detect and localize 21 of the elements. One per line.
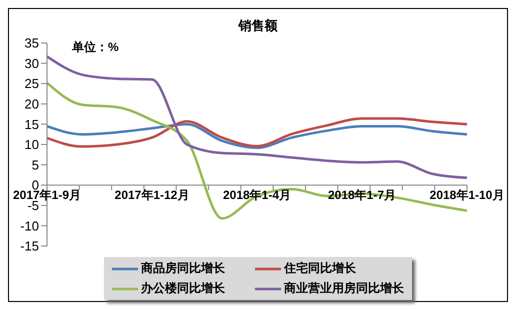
- y-tick-label: 35: [24, 36, 39, 51]
- line-series: [46, 122, 468, 149]
- line-series: [46, 117, 468, 148]
- x-tick-label: 2017年1-12月: [114, 188, 190, 202]
- y-tick-label: 30: [24, 56, 39, 71]
- y-tick-label: -5: [27, 198, 39, 214]
- y-tick-label: 5: [32, 157, 39, 172]
- legend-label: 住宅同比增长: [284, 260, 356, 277]
- y-tick-label: 20: [24, 96, 39, 112]
- y-tick-label: 25: [24, 76, 39, 92]
- annotation: 单位：%: [72, 39, 119, 56]
- chart-title: 销售额: [237, 17, 278, 35]
- legend-label: 商业营业用房同比增长: [284, 280, 404, 297]
- y-tick-label: -15: [20, 238, 39, 254]
- y-tick-label: -10: [20, 218, 39, 234]
- line-series: [46, 55, 468, 180]
- y-tick-label: 15: [24, 116, 39, 132]
- y-tick-label: 10: [24, 137, 39, 152]
- legend-label: 商品房同比增长: [141, 260, 225, 277]
- legend-label: 办公楼同比增长: [141, 280, 225, 297]
- x-tick-label: 2018年1-10月: [430, 188, 504, 202]
